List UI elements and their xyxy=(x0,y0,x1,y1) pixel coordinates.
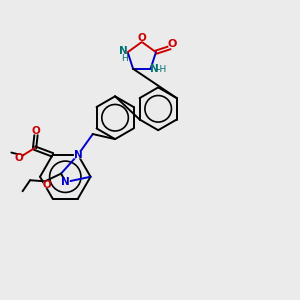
FancyBboxPatch shape xyxy=(120,47,127,54)
Text: N: N xyxy=(74,150,82,160)
Text: N: N xyxy=(119,46,128,56)
Text: N: N xyxy=(150,64,159,74)
Text: O: O xyxy=(43,180,51,190)
Text: O: O xyxy=(137,33,146,43)
Text: O: O xyxy=(32,126,40,136)
FancyBboxPatch shape xyxy=(168,40,175,48)
Text: H: H xyxy=(121,54,128,63)
Text: O: O xyxy=(15,153,23,163)
FancyBboxPatch shape xyxy=(138,35,146,41)
FancyBboxPatch shape xyxy=(16,154,23,161)
Text: N: N xyxy=(61,177,70,187)
FancyBboxPatch shape xyxy=(74,151,82,158)
FancyBboxPatch shape xyxy=(32,128,40,134)
Text: O: O xyxy=(167,39,177,49)
FancyBboxPatch shape xyxy=(62,178,70,186)
FancyBboxPatch shape xyxy=(44,182,51,188)
Text: –H: –H xyxy=(155,65,167,74)
FancyBboxPatch shape xyxy=(151,65,158,72)
